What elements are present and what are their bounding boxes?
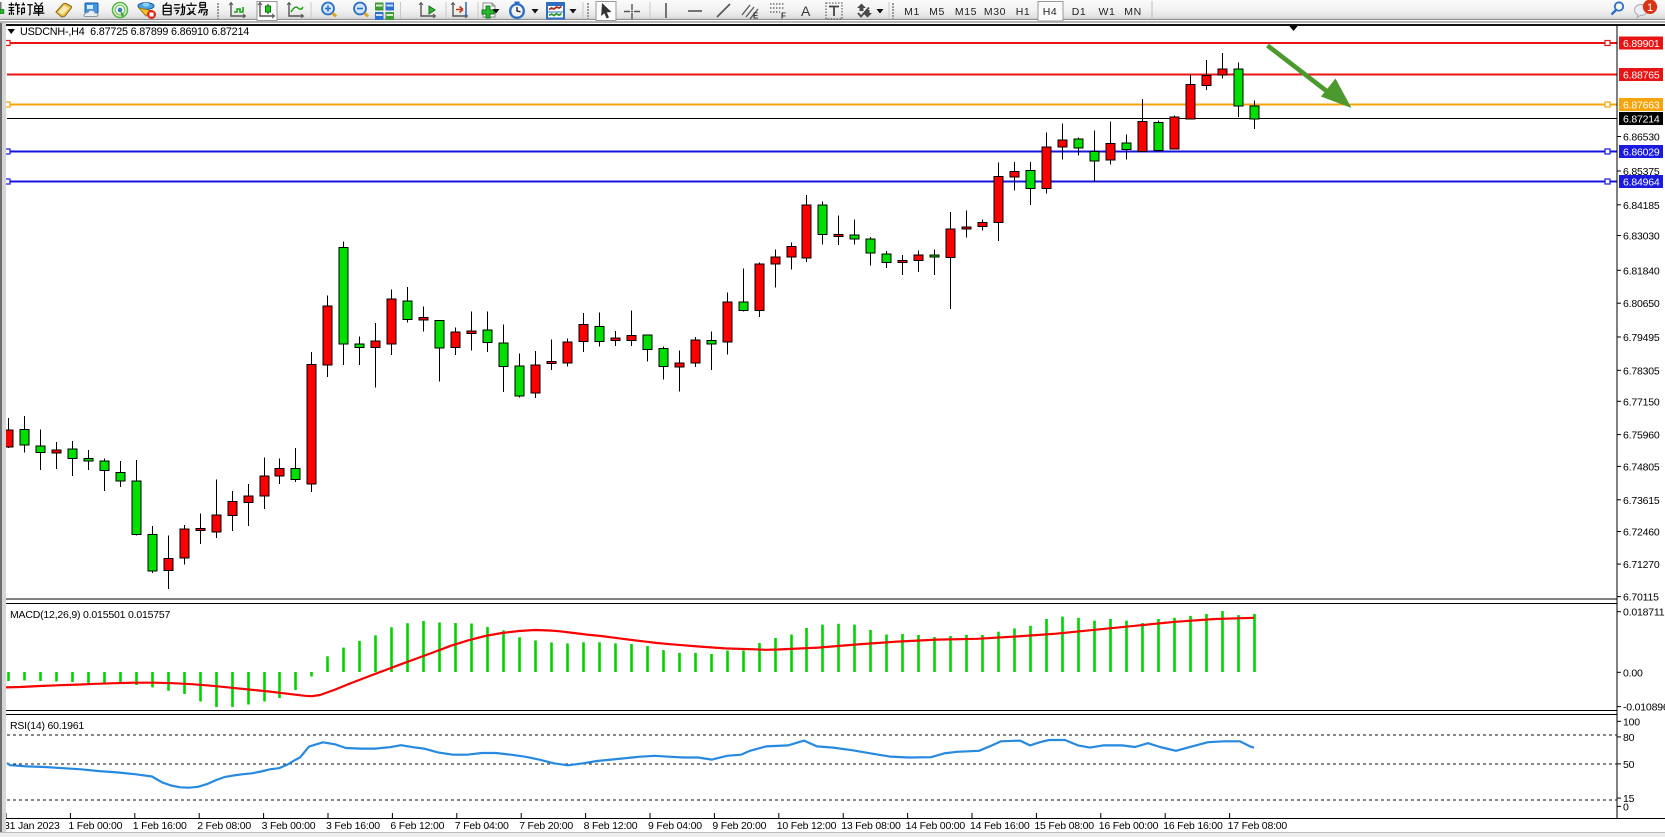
svg-text:H4: H4 (1043, 6, 1058, 18)
svg-text:6.86530: 6.86530 (1623, 132, 1660, 144)
svg-text:W1: W1 (1099, 6, 1116, 18)
svg-text:E: E (753, 12, 759, 21)
svg-text:2 Feb 08:00: 2 Feb 08:00 (197, 820, 251, 832)
svg-text:6.87214: 6.87214 (1623, 114, 1660, 126)
svg-text:6.87663: 6.87663 (1623, 100, 1660, 112)
svg-text:6.77150: 6.77150 (1623, 396, 1660, 408)
svg-text:7 Feb 04:00: 7 Feb 04:00 (455, 820, 509, 832)
svg-text:80: 80 (1623, 732, 1635, 744)
svg-text:1 Feb 00:00: 1 Feb 00:00 (68, 820, 122, 832)
svg-text:0: 0 (1623, 801, 1629, 813)
svg-text:6.89901: 6.89901 (1623, 38, 1660, 50)
svg-text:6.86029: 6.86029 (1623, 147, 1660, 159)
svg-text:F: F (781, 12, 786, 21)
svg-text:M30: M30 (984, 6, 1006, 18)
svg-text:6.71270: 6.71270 (1623, 559, 1660, 571)
svg-text:9 Feb 20:00: 9 Feb 20:00 (712, 820, 766, 832)
svg-text:RSI(14) 60.1961: RSI(14) 60.1961 (10, 720, 84, 732)
svg-text:15 Feb 08:00: 15 Feb 08:00 (1034, 820, 1094, 832)
svg-text:13 Feb 08:00: 13 Feb 08:00 (841, 820, 901, 832)
svg-text:14 Feb 16:00: 14 Feb 16:00 (970, 820, 1030, 832)
svg-text:6.70115: 6.70115 (1623, 592, 1659, 604)
svg-text:14 Feb 00:00: 14 Feb 00:00 (906, 820, 966, 832)
svg-text:1 Feb 16:00: 1 Feb 16:00 (133, 820, 187, 832)
svg-text:MN: MN (1124, 6, 1142, 18)
svg-text:9 Feb 04:00: 9 Feb 04:00 (648, 820, 702, 832)
svg-text:16 Feb 00:00: 16 Feb 00:00 (1099, 820, 1159, 832)
svg-text:6.80650: 6.80650 (1623, 298, 1660, 310)
svg-text:M15: M15 (955, 6, 977, 18)
svg-text:0.018711: 0.018711 (1623, 607, 1665, 619)
svg-text:6.84964: 6.84964 (1623, 177, 1660, 189)
svg-text:6.72460: 6.72460 (1623, 527, 1660, 539)
svg-text:7 Feb 20:00: 7 Feb 20:00 (519, 820, 573, 832)
svg-text:D1: D1 (1072, 6, 1087, 18)
svg-text:6.73615: 6.73615 (1623, 495, 1660, 507)
svg-text:1: 1 (1647, 2, 1653, 14)
svg-text:50: 50 (1623, 759, 1635, 771)
svg-text:100: 100 (1623, 716, 1640, 728)
svg-text:16 Feb 16:00: 16 Feb 16:00 (1163, 820, 1223, 832)
svg-text:6.78305: 6.78305 (1623, 365, 1660, 377)
svg-text:8 Feb 12:00: 8 Feb 12:00 (584, 820, 638, 832)
svg-text:17 Feb 08:00: 17 Feb 08:00 (1228, 820, 1288, 832)
svg-text:6.81840: 6.81840 (1623, 265, 1660, 277)
svg-text:10 Feb 12:00: 10 Feb 12:00 (777, 820, 837, 832)
svg-text:H1: H1 (1016, 6, 1031, 18)
svg-text:6 Feb 12:00: 6 Feb 12:00 (390, 820, 444, 832)
svg-text:31 Jan 2023: 31 Jan 2023 (4, 820, 60, 832)
svg-text:6.83030: 6.83030 (1623, 231, 1660, 243)
svg-text:6.84185: 6.84185 (1623, 200, 1660, 212)
svg-text:-0.010896: -0.010896 (1623, 702, 1665, 714)
svg-text:M1: M1 (904, 6, 920, 18)
svg-text:USDCNH-,H4 6.87725 6.87899 6.: USDCNH-,H4 6.87725 6.87899 6.86910 6.872… (20, 26, 249, 38)
svg-text:6.75960: 6.75960 (1623, 430, 1660, 442)
svg-text:MACD(12,26,9) 0.015501 0.01575: MACD(12,26,9) 0.015501 0.015757 (10, 609, 171, 621)
svg-text:6.74805: 6.74805 (1623, 461, 1660, 473)
svg-text:3 Feb 00:00: 3 Feb 00:00 (262, 820, 316, 832)
svg-text:3 Feb 16:00: 3 Feb 16:00 (326, 820, 380, 832)
svg-text:6.88765: 6.88765 (1623, 70, 1660, 82)
svg-text:15: 15 (1623, 793, 1635, 805)
svg-text:0.00: 0.00 (1623, 667, 1643, 679)
svg-text:6.79495: 6.79495 (1623, 332, 1660, 344)
svg-text:A: A (801, 3, 811, 19)
svg-text:M5: M5 (929, 6, 945, 18)
